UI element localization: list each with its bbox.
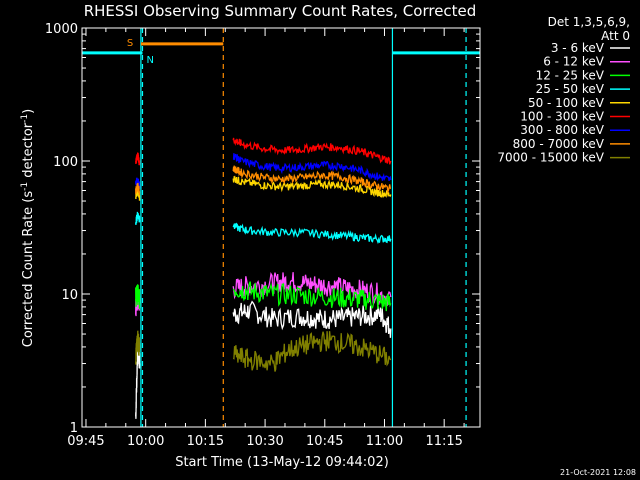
series-line-8 [232, 331, 392, 372]
legend-label-1: 6 - 12 keV [543, 55, 605, 69]
y-tick-label: 1 [70, 421, 78, 436]
legend-label-4: 50 - 100 keV [528, 96, 605, 110]
series-5-group [135, 137, 392, 166]
series-8-group [135, 330, 392, 372]
series-line-6 [135, 177, 141, 189]
x-tick-label: 11:15 [425, 434, 462, 449]
x-tick-label: 10:00 [127, 434, 164, 449]
flag-label-S: S [127, 38, 133, 49]
series-line-5 [232, 137, 392, 165]
series-6-group [135, 153, 392, 189]
x-tick-label: 10:45 [306, 434, 343, 449]
y-tick-label: 10 [61, 288, 78, 303]
flag-layer: SN [82, 28, 480, 427]
series-line-0 [232, 300, 392, 338]
flag-label-N: N [146, 55, 153, 66]
y-axis-label-mid: detector [21, 122, 36, 182]
x-axis-label: Start Time (13-May-12 09:44:02) [175, 455, 389, 470]
legend-label-8: 7000 - 15000 keV [497, 151, 604, 165]
legend-label-5: 100 - 300 keV [520, 110, 604, 124]
y-axis-label-end: ) [21, 109, 36, 114]
series-line-1 [232, 271, 392, 307]
legend-label-3: 25 - 50 keV [536, 82, 605, 96]
series-7-group [135, 165, 392, 196]
series-line-7 [232, 165, 392, 195]
series-line-5 [135, 152, 141, 166]
x-tick-label: 11:00 [366, 434, 403, 449]
legend-label-7: 800 - 7000 keV [513, 137, 605, 151]
series-line-6 [232, 153, 392, 182]
series-line-2 [135, 284, 141, 309]
series-line-3 [135, 211, 141, 225]
y-axis-label-sup1: -1 [20, 182, 30, 191]
series-line-2 [232, 281, 392, 312]
series-line-0 [135, 338, 141, 419]
chart-title: RHESSI Observing Summary Count Rates, Co… [84, 2, 477, 20]
legend-header-line-1: Det 1,3,5,6,9, [548, 15, 630, 29]
x-axis: 09:45 10:00 10:15 10:30 10:45 11:00 11:15 [67, 28, 465, 449]
plot-area: SN 09:45 10:00 10:15 10:30 10:45 11:00 11:15 1… [45, 22, 481, 449]
y-axis-label-main: Corrected Count Rate (s [21, 191, 36, 348]
series-line-7 [135, 182, 141, 196]
legend-label-0: 3 - 6 keV [551, 41, 605, 55]
legend-label-6: 300 - 800 keV [520, 123, 604, 137]
x-tick-label: 09:45 [67, 434, 104, 449]
series-3-group [135, 211, 392, 245]
series-line-3 [232, 222, 392, 245]
series-line-8 [135, 330, 141, 365]
y-axis: 1 10 100 1000 [45, 22, 480, 436]
legend-label-2: 12 - 25 keV [536, 68, 605, 82]
x-tick-label: 10:30 [246, 434, 283, 449]
y-axis-label: Corrected Count Rate (s-1 detector-1) [20, 109, 36, 347]
y-tick-label: 1000 [45, 22, 78, 37]
timestamp: 21-Oct-2021 12:08 [560, 468, 636, 477]
x-tick-label: 10:15 [187, 434, 224, 449]
plot-frame [81, 27, 481, 428]
series-2-group [135, 281, 392, 312]
y-tick-label: 100 [53, 155, 78, 170]
data-layer [135, 137, 392, 419]
series-0-group [135, 300, 392, 419]
legend-header-line-2: Att 0 [601, 29, 630, 43]
y-axis-label-sup2: -1 [20, 114, 30, 123]
